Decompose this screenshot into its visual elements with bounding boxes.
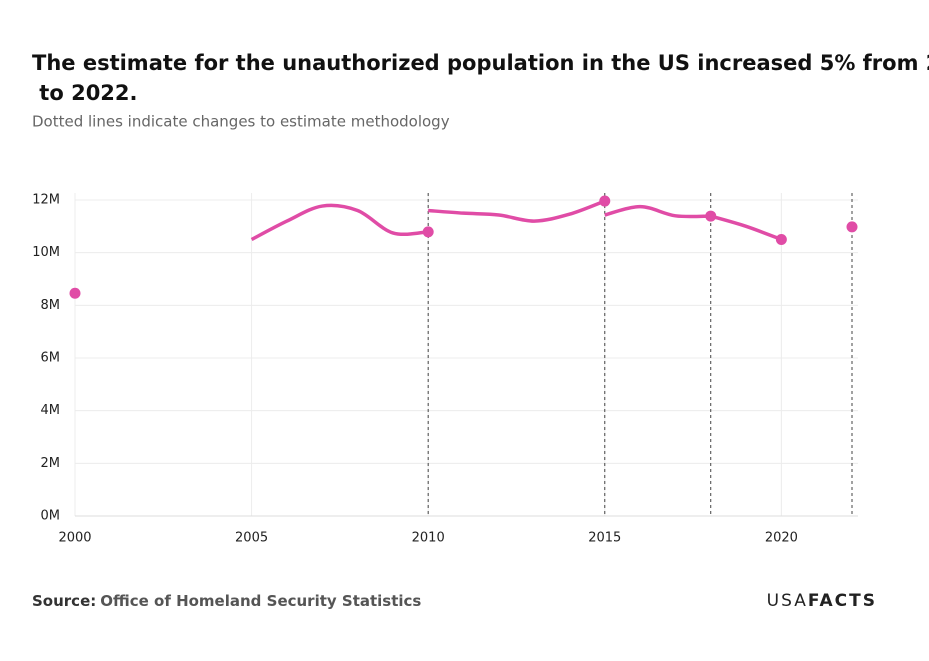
y-tick-label: 6M	[41, 351, 61, 366]
chart-title: The estimate for the unauthorized popula…	[32, 51, 929, 105]
x-tick-label: 2010	[412, 531, 445, 546]
y-tick-label: 4M	[41, 403, 61, 418]
line	[250, 203, 429, 242]
line	[604, 204, 711, 219]
y-tick-label: 10M	[32, 245, 60, 260]
point	[422, 226, 434, 238]
title-line: to 2022.	[32, 81, 138, 105]
chart-subtitle: Dotted lines indicate changes to estimat…	[32, 113, 450, 131]
x-tick-label: 2020	[765, 531, 798, 546]
line	[428, 199, 606, 223]
y-tick-label: 12M	[32, 193, 60, 208]
y-tick-label: 8M	[41, 298, 61, 313]
point	[846, 221, 858, 233]
point	[599, 195, 611, 207]
x-tick-label: 2005	[235, 531, 268, 546]
source-label: Source:	[32, 592, 96, 610]
point	[775, 234, 787, 245]
logo-facts: FACTS	[808, 591, 877, 611]
y-tick-label: 0M	[41, 509, 61, 524]
source-name: Office of Homeland Security Statistics	[100, 592, 421, 610]
x-tick-label: 2000	[58, 531, 91, 546]
title-line: The estimate for the unauthorized popula…	[32, 51, 929, 75]
y-tick-label: 2M	[41, 456, 61, 471]
source: Source: Office of Homeland Security Stati…	[32, 592, 421, 610]
logo: USAFACTS	[767, 591, 877, 611]
x-tick-label: 2015	[588, 531, 621, 546]
point	[69, 287, 81, 299]
logo-usa: USA	[767, 591, 808, 611]
line	[710, 214, 782, 242]
